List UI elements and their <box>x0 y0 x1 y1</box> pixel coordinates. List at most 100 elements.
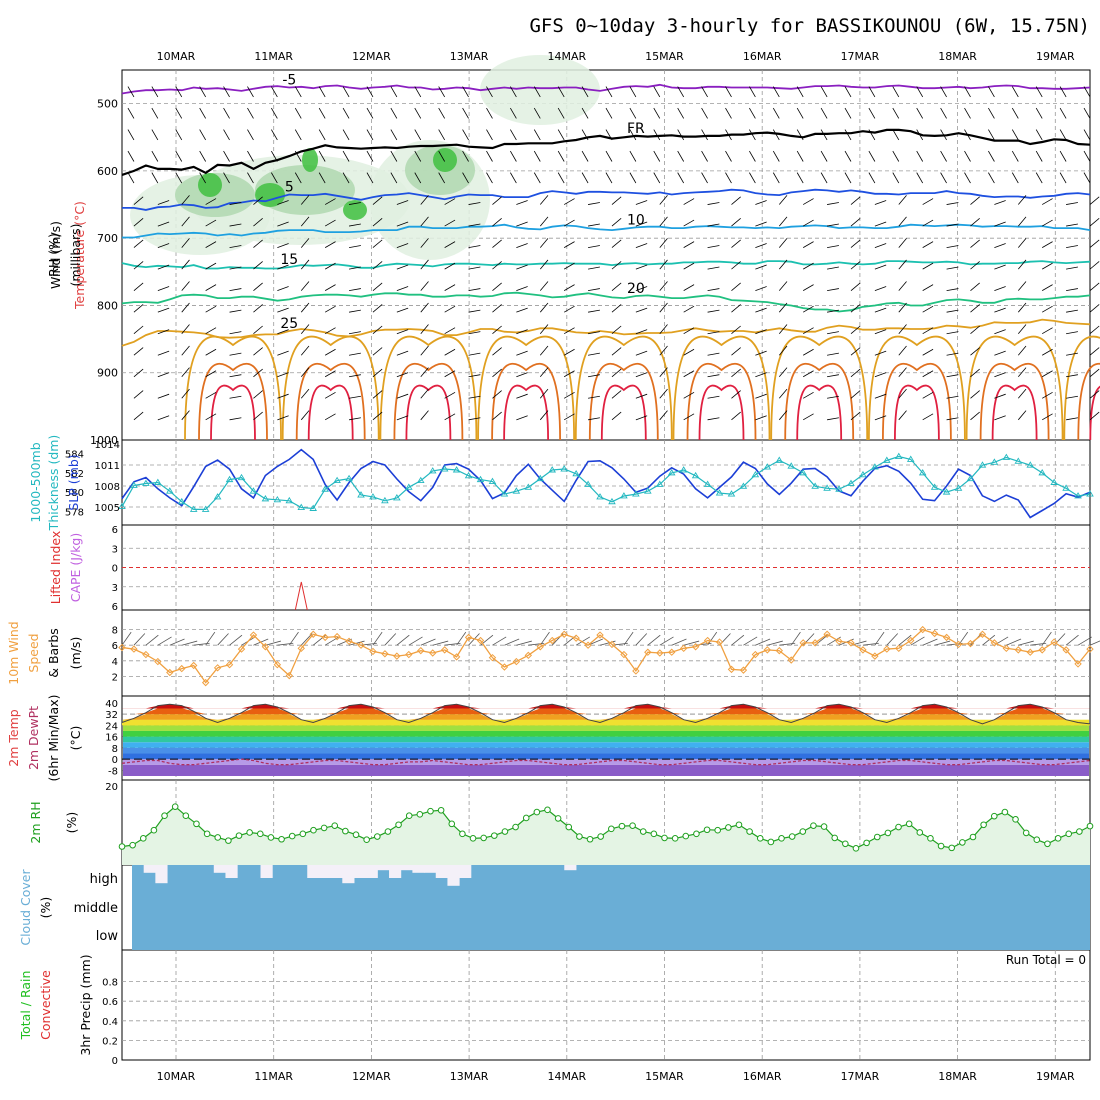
wind10-barb <box>336 638 352 646</box>
wind-barb <box>653 172 661 184</box>
panel-label-precip: 3hr Precip (mm) <box>78 954 93 1055</box>
panel-label-temp2m: 2m DewPt <box>26 706 41 770</box>
wind-barb <box>1041 262 1053 270</box>
panel-label-temp2m: 2m Temp <box>6 709 21 766</box>
2m-rh-point <box>852 845 860 852</box>
wind-barb <box>827 309 839 313</box>
wind-barb <box>874 286 887 292</box>
wind-barb <box>510 107 517 119</box>
wind-barb <box>1059 129 1067 141</box>
panel-label-wind10: Speed <box>26 633 41 672</box>
temp-tick-label: 0 <box>112 755 118 766</box>
wind-barb <box>922 348 934 356</box>
wind-barb <box>199 172 207 184</box>
wind-barb <box>635 393 648 399</box>
temp-color-band <box>123 764 1089 776</box>
wind-barb <box>277 350 289 356</box>
date-label-bottom: 12MAR <box>352 1070 391 1083</box>
2m-rh-point <box>395 821 402 829</box>
wind-barb <box>581 86 589 98</box>
wind-barb <box>964 86 971 98</box>
wind-barb <box>372 390 383 399</box>
2m-rh-point <box>703 826 711 834</box>
rh-shading-area <box>480 55 600 125</box>
wind-barb <box>749 150 756 162</box>
temp-color-band <box>123 759 1089 765</box>
wind-barb <box>755 372 767 378</box>
2m-rh-point <box>1001 808 1009 816</box>
wind-barb <box>348 266 361 270</box>
wind-barb <box>994 415 1006 421</box>
wind-barb <box>181 195 190 205</box>
wind-barb <box>533 150 541 162</box>
wind-barb <box>205 241 217 248</box>
wind10-point <box>273 660 282 669</box>
wind-barb <box>420 259 429 270</box>
boundary-layer-temp-contour <box>1089 385 1100 441</box>
wind-barb <box>772 172 780 184</box>
wind-barb <box>133 325 144 335</box>
wind-barb <box>725 150 732 162</box>
wind-barb <box>731 196 741 205</box>
wind-barb <box>277 393 289 399</box>
wind-barb <box>946 266 959 270</box>
thickness-tick-label: 578 <box>65 507 84 518</box>
wind-barb <box>1035 150 1043 162</box>
wind-barb <box>970 325 980 335</box>
wind-barb <box>772 150 780 162</box>
date-label-bottom: 11MAR <box>254 1070 293 1083</box>
wind-barb <box>324 241 336 248</box>
wind-barb <box>659 195 668 205</box>
wind-barb <box>1066 266 1078 270</box>
2m-rh-point <box>671 835 679 842</box>
wind-barb <box>1041 284 1053 292</box>
isotherm-5 <box>122 188 1091 211</box>
isotherm-label: 20 <box>627 281 645 297</box>
wind10-barb <box>372 631 383 646</box>
thickness-point <box>309 504 318 511</box>
wind-barb <box>844 107 852 119</box>
wind10-barb <box>121 631 132 646</box>
wind-barb <box>874 415 887 421</box>
pressure-tick-label: 1000 <box>90 434 118 447</box>
2m-rh-point <box>895 823 902 831</box>
cloud-clear-bar <box>143 865 156 873</box>
wind-barb <box>324 198 336 205</box>
wind-barb <box>778 367 788 378</box>
wind-barb <box>438 150 446 162</box>
wind-barb <box>707 202 720 205</box>
wind-barb <box>157 329 170 335</box>
wind-barb <box>300 238 310 248</box>
wind-barb <box>1017 367 1027 378</box>
wind10-point <box>799 639 807 647</box>
wind-barb <box>1041 305 1053 313</box>
thickness-point <box>428 467 437 474</box>
wind-barb <box>946 374 959 378</box>
wind-barb <box>300 345 310 356</box>
wind-barb <box>127 150 135 162</box>
wind-barb <box>438 107 446 119</box>
wind-barb <box>970 304 980 313</box>
wind-barb <box>755 221 767 227</box>
wind-barb <box>133 390 144 399</box>
wind-barb <box>294 150 302 162</box>
wind10-point <box>763 646 772 654</box>
boundary-layer-temp-contour <box>295 363 366 441</box>
wind-barb <box>1089 411 1100 421</box>
wind-barb <box>605 172 613 184</box>
wind-barb <box>205 198 217 205</box>
temp-color-band <box>123 730 1089 737</box>
wind-barb <box>588 288 600 292</box>
2m-rh-point <box>767 838 775 846</box>
wind-barb <box>342 172 350 184</box>
wind-barb <box>175 150 183 162</box>
wind-barb <box>557 172 565 184</box>
thickness-point <box>548 466 557 473</box>
wind-barb <box>277 286 289 292</box>
wind-barb <box>1059 86 1067 98</box>
wind-barb <box>223 172 230 184</box>
wind-barb <box>181 410 190 421</box>
wind-barb <box>444 241 456 248</box>
2m-rh-point <box>639 828 647 835</box>
wind-barb <box>277 329 289 335</box>
